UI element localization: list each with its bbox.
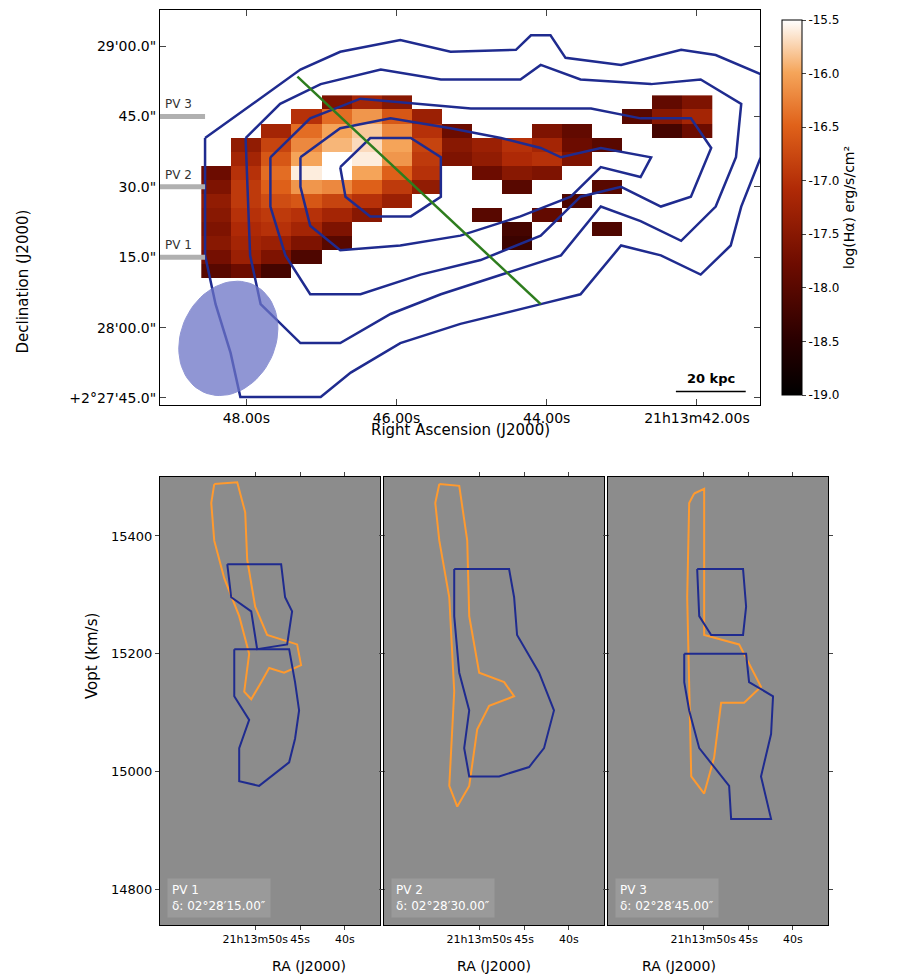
svg-text:45s: 45s [290, 933, 310, 946]
svg-text:21h13m42.00s: 21h13m42.00s [644, 410, 750, 426]
svg-text:40s: 40s [559, 933, 579, 946]
svg-text:RA (J2000): RA (J2000) [642, 958, 716, 974]
svg-text:40s: 40s [783, 933, 803, 946]
svg-text:PV 2: PV 2 [165, 168, 192, 182]
svg-text:44.00s: 44.00s [523, 410, 570, 426]
svg-text:15000: 15000 [111, 764, 152, 779]
svg-text:15400: 15400 [111, 529, 152, 544]
svg-text:Declination (J2000): Declination (J2000) [14, 210, 32, 354]
svg-text:14800: 14800 [111, 882, 152, 897]
svg-text:log(Hα) erg/s/cm²: log(Hα) erg/s/cm² [841, 146, 857, 269]
svg-text:29'00.0": 29'00.0" [97, 38, 156, 54]
svg-text:46.00s: 46.00s [373, 410, 420, 426]
svg-text:21h13m50s: 21h13m50s [446, 933, 512, 946]
svg-text:PV 1: PV 1 [165, 238, 192, 252]
svg-text:-19.0: -19.0 [808, 388, 839, 402]
svg-text:30.0": 30.0" [119, 179, 157, 195]
svg-text:PV 3: PV 3 [165, 97, 192, 111]
svg-text:45s: 45s [738, 933, 758, 946]
svg-text:-17.5: -17.5 [808, 227, 839, 241]
svg-text:-18.0: -18.0 [808, 281, 839, 295]
svg-text:45s: 45s [514, 933, 534, 946]
svg-text:PV 1δ: 02°28′15.00″: PV 1δ: 02°28′15.00″ [172, 883, 266, 913]
svg-text:-17.0: -17.0 [808, 174, 839, 188]
svg-text:+2°27'45.0": +2°27'45.0" [69, 390, 156, 406]
svg-text:RA (J2000): RA (J2000) [272, 958, 346, 974]
svg-text:48.00s: 48.00s [223, 410, 270, 426]
svg-text:RA (J2000): RA (J2000) [457, 958, 531, 974]
svg-text:Right Ascension (J2000): Right Ascension (J2000) [371, 421, 550, 439]
svg-text:40s: 40s [335, 933, 355, 946]
svg-text:PV 2δ: 02°28′30.00″: PV 2δ: 02°28′30.00″ [396, 883, 490, 913]
svg-text:-16.5: -16.5 [808, 120, 839, 134]
svg-text:15200: 15200 [111, 646, 152, 661]
svg-text:15.0": 15.0" [119, 249, 157, 265]
svg-text:20 kpc: 20 kpc [687, 371, 735, 386]
svg-text:21h13m50s: 21h13m50s [222, 933, 288, 946]
svg-text:21h13m50s: 21h13m50s [670, 933, 736, 946]
svg-text:Vopt (km/s): Vopt (km/s) [83, 613, 101, 699]
svg-text:-16.0: -16.0 [808, 67, 839, 81]
svg-text:-15.5: -15.5 [808, 13, 839, 27]
svg-text:PV 3δ: 02°28′45.00″: PV 3δ: 02°28′45.00″ [620, 883, 714, 913]
svg-text:45.0": 45.0" [119, 108, 157, 124]
svg-text:-18.5: -18.5 [808, 335, 839, 349]
svg-text:28'00.0": 28'00.0" [97, 320, 156, 336]
